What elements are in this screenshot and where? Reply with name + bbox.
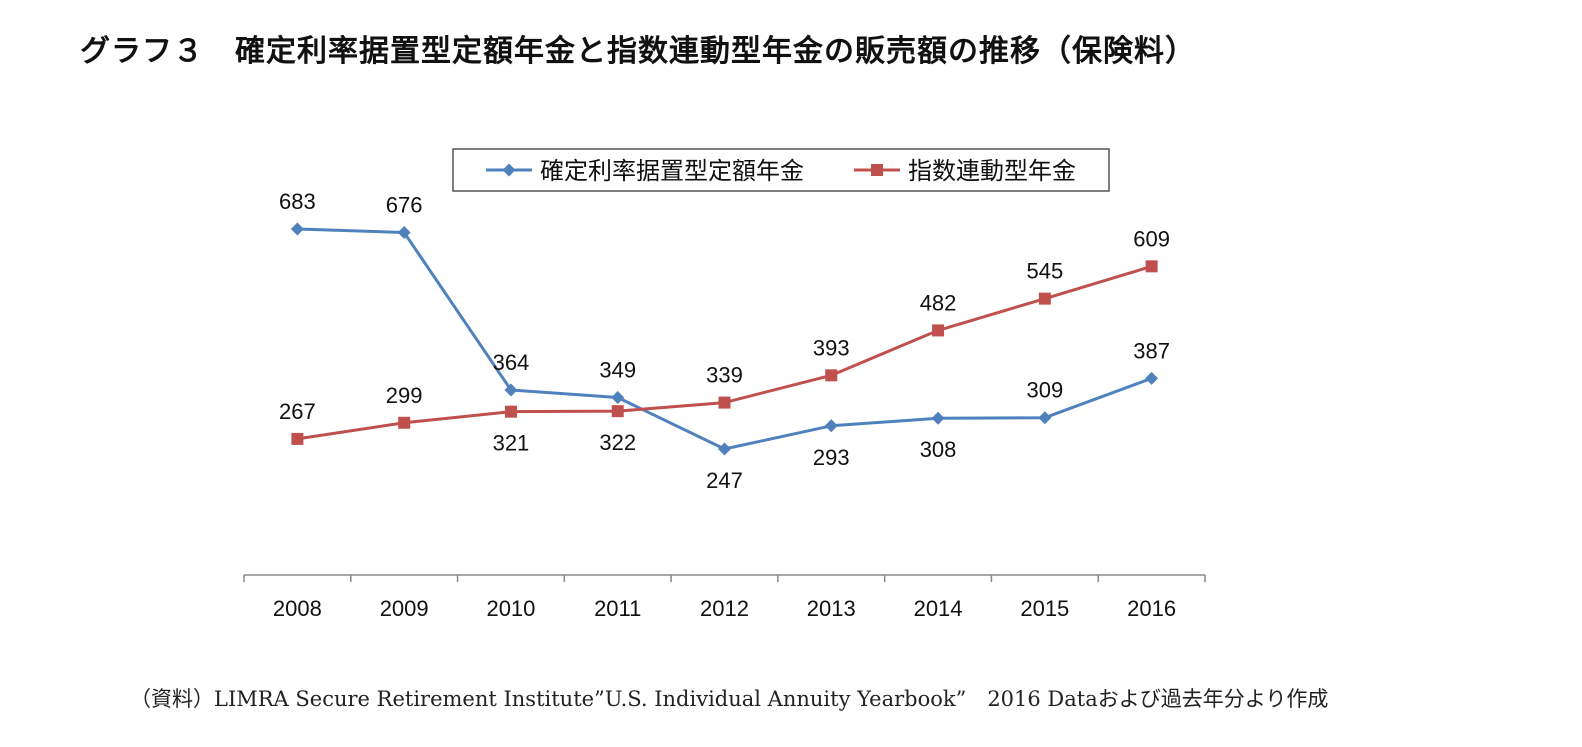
series-line-1 [297, 227, 1153, 451]
series-1-point [1145, 371, 1159, 385]
series-2-point [1145, 260, 1158, 273]
series-1-point [611, 391, 625, 405]
x-tick-label: 2015 [1020, 596, 1069, 621]
series-1-point [931, 411, 945, 425]
x-tick-label: 2013 [807, 596, 856, 621]
series-1-data-label: 247 [706, 468, 743, 493]
series-1-point [290, 222, 304, 236]
series-2-point [932, 324, 945, 337]
legend-marker-square-icon [871, 164, 883, 176]
series-2-point [1038, 292, 1051, 305]
series-2-data-label: 321 [493, 431, 530, 456]
series-1-point [504, 383, 518, 397]
x-tick-label: 2009 [380, 596, 429, 621]
series-1-data-label: 293 [813, 445, 850, 470]
series-2-data-label: 339 [706, 363, 743, 388]
series-1-point [397, 226, 411, 240]
series-1-data-label: 309 [1026, 378, 1063, 403]
series-2-data-label: 545 [1026, 259, 1063, 284]
series-1-point [718, 442, 731, 456]
series-2-point [611, 405, 624, 418]
series-1-point [824, 419, 838, 433]
series-2-point [291, 432, 304, 445]
x-tick-label: 2010 [486, 596, 535, 621]
series-1-data-label: 349 [599, 358, 636, 383]
series-2-data-label: 482 [920, 290, 957, 315]
chart-title: グラフ３ 確定利率据置型定額年金と指数連動型年金の販売額の推移（保険料） [80, 34, 1196, 69]
series-2-point [398, 416, 411, 429]
x-tick-label: 2011 [594, 596, 641, 621]
source-note: （資料）LIMRA Secure Retirement Institute”U.… [130, 687, 1329, 711]
series-1-data-label: 683 [279, 189, 316, 214]
x-tick-label: 2012 [700, 596, 749, 621]
x-tick-label: 2016 [1127, 596, 1176, 621]
x-tick-label: 2014 [914, 596, 963, 621]
series-2-data-label: 267 [279, 399, 316, 424]
legend-label-1: 確定利率据置型定額年金 [540, 157, 804, 185]
series-2-point [504, 405, 517, 418]
series-markers [290, 222, 1159, 456]
legend-label-2: 指数連動型年金 [908, 157, 1076, 185]
legend-box [452, 148, 1110, 192]
series-1-data-label: 308 [920, 437, 957, 462]
series-2-data-label: 393 [813, 335, 850, 360]
series-1-data-label: 676 [386, 193, 423, 218]
series-1-data-label: 387 [1133, 338, 1170, 363]
series-2-data-label: 609 [1133, 226, 1170, 251]
x-axis: 2008 2009 2010 2011 2012 2013 2014 2015 2016 [243, 574, 1206, 621]
series-line-2 [297, 264, 1153, 441]
series-2-data-label: 299 [386, 383, 423, 408]
data-labels: 683 676 364 349 247 293 308 309 387 267 299 321 322 3… [279, 189, 1170, 493]
legend: 確定利率据置型定額年金 指数連動型年金 [452, 148, 1110, 192]
series-2-data-label: 322 [599, 430, 636, 455]
series-2-point [718, 396, 731, 409]
legend-marker-diamond-icon [502, 163, 516, 177]
series-1-point [1038, 411, 1052, 425]
series-lines [297, 227, 1153, 451]
series-2-point [825, 369, 838, 382]
series-1-data-label: 364 [493, 350, 530, 375]
x-tick-label: 2008 [273, 596, 322, 621]
